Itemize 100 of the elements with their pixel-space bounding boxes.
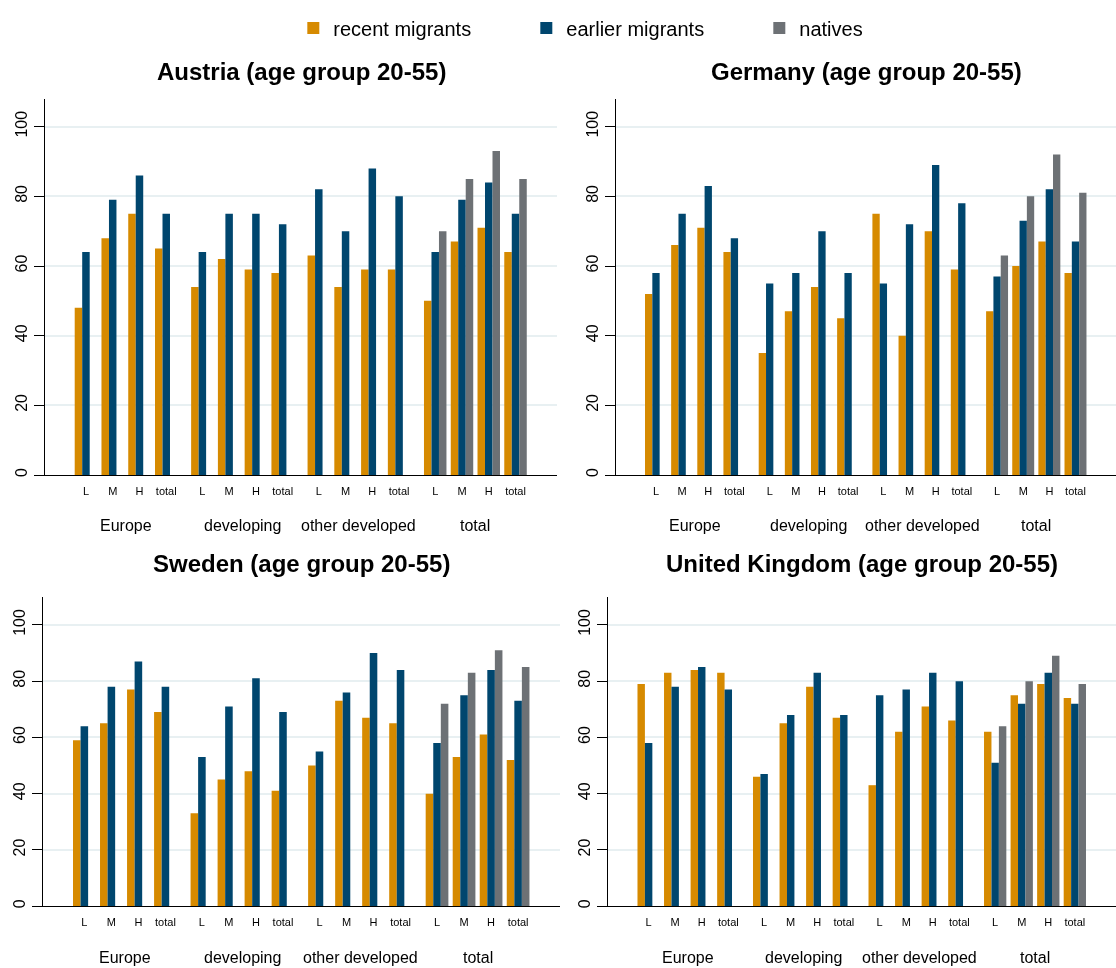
text: Europe — [100, 517, 152, 534]
y-tick-label: 80 — [11, 669, 29, 688]
x-tick-label: M — [224, 916, 234, 929]
y-tick-label: 80 — [584, 184, 602, 203]
x-tick-label: L — [992, 916, 999, 929]
text: other developed — [865, 517, 980, 534]
x-tick-label: total — [717, 916, 739, 929]
y-tick-label: 80 — [13, 184, 31, 203]
y-tick-label: 60 — [576, 725, 594, 744]
x-tick-label: H — [704, 485, 713, 498]
x-tick-label: H — [817, 485, 826, 498]
y-tick-label: 40 — [13, 324, 31, 343]
y-tick-label: 80 — [576, 669, 594, 688]
x-tick-label: L — [82, 485, 90, 498]
text: Europe — [669, 517, 721, 534]
x-tick-label: H — [134, 916, 143, 929]
text: Europe — [99, 949, 151, 966]
x-tick-label: M — [904, 485, 915, 498]
y-tick-label: 100 — [13, 110, 31, 138]
x-tick-label: H — [135, 485, 144, 498]
text: total — [463, 949, 494, 966]
x-tick-label: total — [724, 485, 745, 498]
text: other developed — [303, 949, 418, 966]
x-tick-label: L — [994, 485, 1001, 498]
x-tick-label: L — [880, 485, 887, 498]
text: total — [1020, 949, 1051, 966]
x-tick-label: L — [316, 916, 323, 929]
legend-label: recent migrants — [333, 17, 472, 40]
x-tick-label: H — [484, 485, 493, 498]
text: developing — [770, 517, 848, 534]
y-tick-label: 0 — [13, 468, 31, 478]
y-tick-label: 60 — [584, 254, 602, 273]
x-tick-label: H — [813, 916, 822, 929]
x-tick-label: L — [315, 485, 322, 498]
x-tick-label: M — [459, 916, 469, 929]
x-tick-label: M — [108, 485, 118, 498]
text: developing — [765, 949, 843, 966]
x-tick-label: total — [272, 485, 294, 498]
y-tick-label: 40 — [584, 324, 602, 343]
x-tick-label: M — [670, 916, 680, 929]
x-tick-label: M — [224, 485, 234, 498]
x-tick-label: total — [837, 485, 859, 498]
legend-label: earlier migrants — [566, 17, 705, 40]
text: Europe — [662, 949, 714, 966]
x-tick-label: total — [272, 916, 294, 929]
x-tick-label: M — [791, 485, 801, 498]
x-tick-label: M — [106, 916, 116, 929]
y-tick-label: 20 — [11, 838, 29, 857]
y-tick-label: 100 — [11, 609, 29, 636]
y-tick-label: 20 — [576, 838, 594, 857]
x-tick-label: M — [786, 916, 796, 929]
x-tick-label: L — [766, 485, 773, 498]
x-tick-label: L — [81, 916, 88, 929]
text: developing — [204, 517, 282, 534]
y-tick-label: 40 — [576, 782, 594, 801]
x-tick-label: M — [677, 485, 687, 498]
x-tick-label: H — [697, 916, 706, 929]
x-tick-label: L — [652, 485, 660, 498]
y-tick-label: 20 — [13, 393, 31, 412]
x-tick-label: H — [1045, 485, 1054, 498]
x-tick-label: H — [369, 916, 378, 929]
y-tick-label: 20 — [584, 393, 602, 412]
x-tick-label: H — [1044, 916, 1053, 929]
y-tick-label: 0 — [11, 899, 29, 909]
x-tick-label: M — [1017, 916, 1027, 929]
x-tick-label: total — [155, 916, 176, 929]
x-tick-label: H — [931, 485, 940, 498]
x-tick-label: L — [761, 916, 768, 929]
x-tick-label: total — [1064, 916, 1086, 929]
x-tick-label: H — [487, 916, 496, 929]
legend-label: natives — [799, 17, 863, 40]
x-tick-label: L — [876, 916, 883, 929]
x-tick-label: H — [251, 916, 260, 929]
y-tick-label: 40 — [11, 782, 29, 801]
x-tick-label: L — [432, 485, 439, 498]
x-tick-label: M — [901, 916, 911, 929]
x-tick-label: total — [388, 485, 410, 498]
x-tick-label: M — [341, 916, 352, 929]
text: other developed — [301, 517, 416, 534]
x-tick-label: total — [833, 916, 855, 929]
chart-title: United Kingdom (age group 20-55) — [666, 550, 1059, 577]
x-tick-label: total — [505, 485, 526, 498]
x-tick-label: L — [433, 916, 441, 929]
y-tick-label: 100 — [584, 110, 602, 138]
chart-title: Sweden (age group 20-55) — [153, 550, 451, 577]
x-tick-label: M — [340, 485, 351, 498]
x-tick-label: H — [368, 485, 377, 498]
chart-title: Germany (age group 20-55) — [711, 58, 1022, 85]
x-tick-label: L — [645, 916, 652, 929]
chart-title: Austria (age group 20-55) — [157, 58, 447, 85]
x-tick-label: total — [507, 916, 529, 929]
x-tick-label: M — [1018, 485, 1028, 498]
x-tick-label: M — [457, 485, 467, 498]
x-tick-label: total — [390, 916, 411, 929]
y-tick-label: 0 — [576, 899, 594, 909]
x-tick-label: total — [155, 485, 177, 498]
y-tick-label: 0 — [584, 468, 602, 478]
x-tick-label: total — [951, 485, 973, 498]
x-tick-label: L — [198, 916, 205, 929]
y-tick-label: 60 — [13, 254, 31, 273]
